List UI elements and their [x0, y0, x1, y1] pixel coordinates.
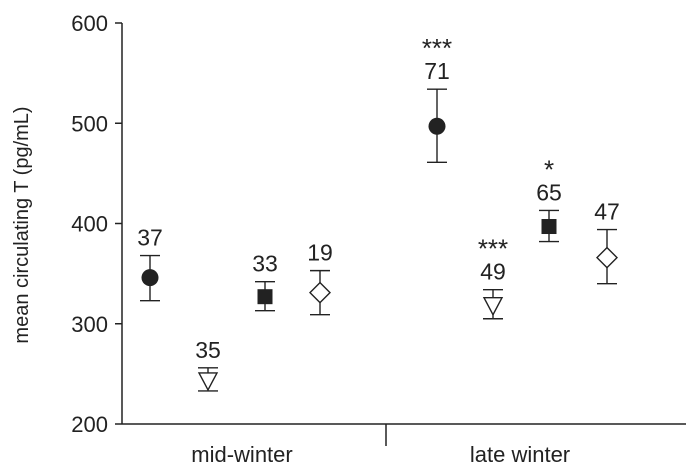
- data-point-diamond: [596, 246, 618, 269]
- significance-label: ***: [478, 234, 508, 264]
- y-tick-label: 600: [71, 11, 108, 36]
- y-tick-label: 300: [71, 312, 108, 337]
- y-tick-label: 400: [71, 212, 108, 237]
- significance-label: *: [544, 154, 554, 184]
- sample-size-label: 71: [424, 58, 450, 84]
- axes: 200 300 400 500 600 mid-winter late winter: [71, 11, 686, 467]
- data-point-circle: [428, 117, 446, 135]
- y-axis-title: mean circulating T (pg/mL): [11, 106, 33, 343]
- data-point-square: [541, 219, 557, 235]
- data-point-triangle: [482, 297, 504, 317]
- y-tick-label: 500: [71, 111, 108, 136]
- sample-size-label: 35: [195, 337, 221, 363]
- data-point-circle: [141, 269, 159, 287]
- data-point-square: [257, 289, 273, 305]
- sample-size-label: 49: [480, 259, 506, 285]
- y-tick-label: 200: [71, 412, 108, 437]
- significance-label: ***: [422, 33, 452, 63]
- x-category-label: late winter: [470, 442, 570, 467]
- sample-size-label: 47: [594, 199, 620, 225]
- sample-size-label: 33: [252, 251, 278, 277]
- sample-size-label: 19: [307, 240, 333, 266]
- sample-size-label: 37: [137, 225, 163, 251]
- data-point-triangle: [197, 372, 219, 392]
- data-point-diamond: [309, 281, 331, 304]
- sample-size-label: 65: [536, 179, 562, 205]
- x-category-label: mid-winter: [191, 442, 292, 467]
